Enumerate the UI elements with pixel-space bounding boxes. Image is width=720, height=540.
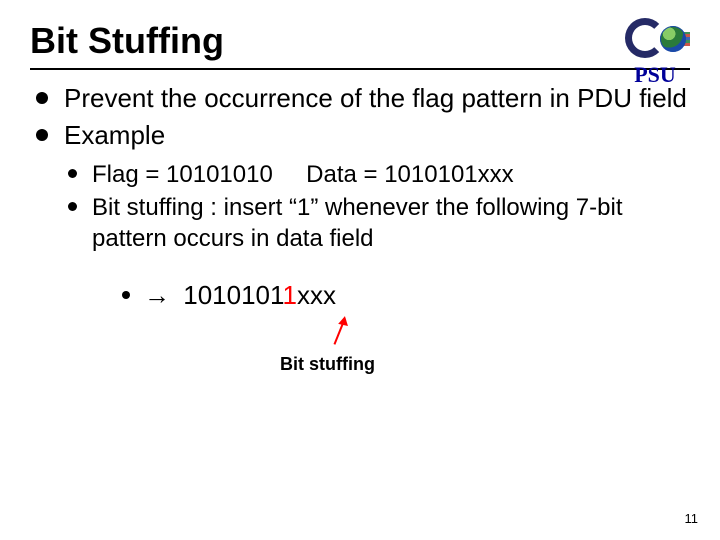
bullet-list-level1: Prevent the occurrence of the flag patte… bbox=[30, 82, 690, 151]
bullet-l2-item: Bit stuffing : insert “1” whenever the f… bbox=[64, 192, 690, 254]
annotation: Bit stuffing bbox=[30, 322, 690, 392]
result-bits: 10101011xxx bbox=[183, 280, 336, 310]
bits-before: 1010101 bbox=[183, 280, 282, 310]
bullet-l3-item: → 10101011xxx bbox=[120, 279, 690, 313]
bullet-l2-item: Flag = 10101010 Data = 1010101xxx bbox=[64, 159, 690, 190]
bullet-l1-item: Prevent the occurrence of the flag patte… bbox=[30, 82, 690, 115]
slide-title: Bit Stuffing bbox=[30, 20, 690, 62]
logo: PSU bbox=[620, 18, 690, 88]
logo-graphic bbox=[620, 18, 690, 58]
arrow-icon: → bbox=[144, 280, 176, 310]
logo-globe-icon bbox=[660, 26, 686, 52]
bullet-l1-text: Prevent the occurrence of the flag patte… bbox=[64, 83, 687, 113]
title-divider bbox=[30, 68, 690, 70]
bullet-list-level2: Flag = 10101010 Data = 1010101xxx Bit st… bbox=[64, 159, 690, 255]
bits-after: xxx bbox=[297, 280, 336, 310]
bits-inserted: 1 bbox=[283, 280, 297, 310]
slide: PSU Bit Stuffing Prevent the occurrence … bbox=[0, 0, 720, 540]
bullet-l2-text: Flag = 10101010 Data = 1010101xxx bbox=[92, 161, 514, 188]
annotation-arrow-icon bbox=[330, 322, 358, 356]
bullet-l1-item: Example bbox=[30, 119, 690, 152]
bullet-l2-text: Bit stuffing : insert “1” whenever the f… bbox=[92, 194, 622, 252]
annotation-text: Bit stuffing bbox=[280, 354, 375, 375]
logo-c-shape bbox=[625, 18, 665, 58]
page-number: 11 bbox=[685, 511, 699, 526]
bullet-l1-text: Example bbox=[64, 120, 165, 150]
bullet-list-level3: → 10101011xxx bbox=[120, 279, 690, 313]
